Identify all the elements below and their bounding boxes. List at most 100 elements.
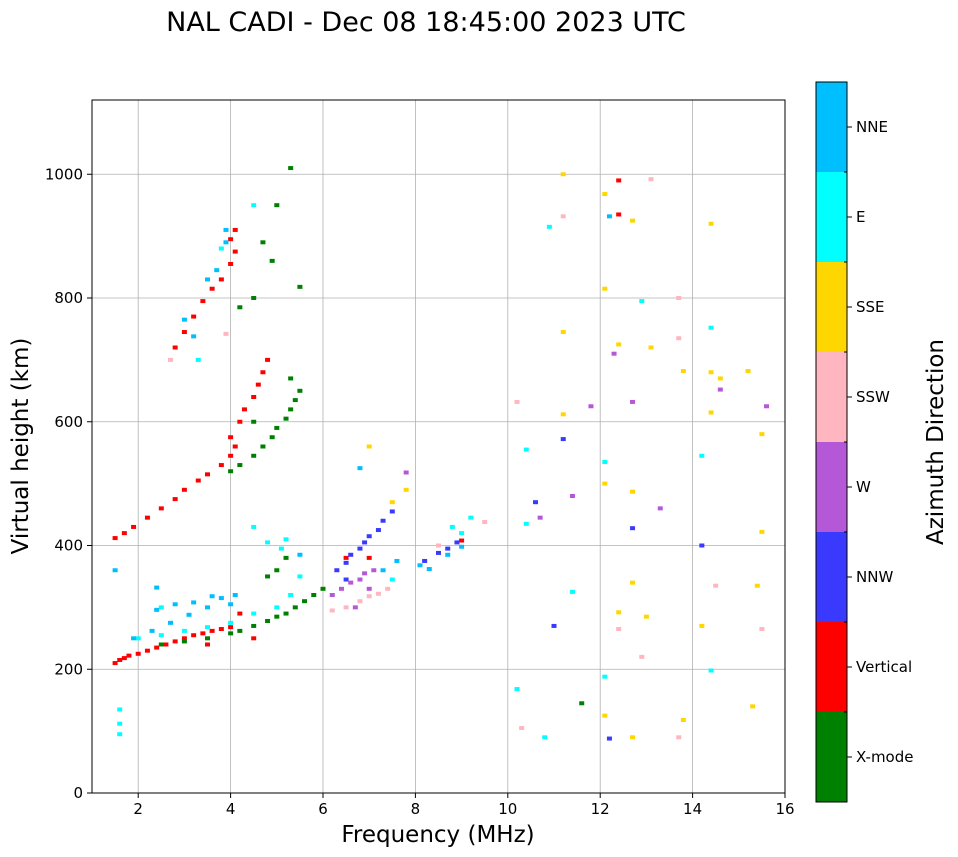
echo-point — [338, 586, 344, 591]
echo-point — [228, 453, 234, 458]
echo-point — [251, 636, 257, 641]
echo-point — [357, 577, 363, 582]
echo-point — [232, 444, 238, 449]
echo-point — [283, 537, 289, 542]
echo-point — [228, 261, 234, 266]
echo-point — [362, 571, 368, 576]
echo-point — [278, 546, 284, 551]
echo-point — [459, 544, 465, 549]
echo-point — [616, 178, 622, 183]
echo-point — [191, 633, 197, 638]
echo-point — [329, 593, 335, 597]
colorbar-segment — [816, 352, 847, 442]
echo-point — [348, 580, 354, 585]
echo-point — [218, 463, 224, 468]
echo-point — [602, 459, 608, 464]
echo-point — [366, 555, 372, 560]
colorbar-tick-label: SSW — [856, 388, 890, 406]
echo-point — [426, 567, 432, 572]
series-x-mode — [158, 166, 585, 706]
echo-point — [708, 370, 714, 375]
echo-point — [648, 177, 654, 182]
echo-point — [251, 395, 257, 399]
series-e — [117, 203, 714, 740]
echo-point — [237, 628, 243, 633]
echo-point — [131, 636, 137, 641]
echo-point — [260, 444, 266, 449]
echo-point — [154, 607, 160, 612]
echo-point — [135, 636, 141, 641]
echo-point — [265, 540, 271, 545]
echo-point — [630, 218, 636, 223]
echo-point — [117, 721, 123, 726]
echo-point — [611, 351, 617, 356]
echo-point — [717, 376, 723, 381]
echo-point — [117, 707, 123, 712]
x-tick-label: 2 — [133, 800, 143, 818]
echo-point — [643, 614, 649, 619]
echo-point — [200, 299, 206, 304]
echo-point — [357, 546, 363, 551]
echo-point — [205, 605, 210, 610]
echo-point — [158, 506, 164, 511]
echo-point — [191, 314, 197, 319]
echo-point — [459, 538, 465, 543]
echo-point — [468, 515, 474, 520]
colorbar-segment — [816, 622, 847, 712]
echo-point — [205, 472, 210, 477]
echo-point — [560, 437, 566, 442]
echo-point — [209, 594, 215, 599]
echo-point — [186, 612, 192, 617]
echo-point — [191, 600, 197, 605]
echo-point — [218, 596, 224, 601]
echo-point — [297, 284, 303, 289]
echo-point — [380, 568, 386, 573]
echo-point — [228, 625, 234, 630]
echo-point — [168, 620, 174, 625]
echo-point — [602, 192, 608, 197]
echo-point — [708, 668, 714, 673]
echo-point — [237, 463, 243, 468]
echo-point — [352, 605, 358, 610]
x-tick-label: 4 — [226, 800, 236, 818]
echo-point — [436, 550, 441, 555]
echo-point — [191, 334, 197, 339]
echo-point — [117, 732, 123, 737]
echo-point — [265, 357, 271, 362]
echo-point — [630, 735, 636, 740]
echo-point — [449, 524, 455, 529]
echo-point — [417, 563, 423, 568]
colorbar-segment — [816, 532, 847, 622]
echo-point — [251, 611, 257, 616]
echo-point — [172, 602, 178, 607]
echo-point — [366, 594, 372, 599]
echo-point — [343, 605, 349, 610]
echo-point — [158, 605, 164, 610]
echo-point — [630, 399, 636, 404]
echo-point — [385, 586, 391, 591]
echo-point — [569, 589, 575, 594]
echo-point — [422, 558, 428, 563]
x-tick-label: 14 — [683, 800, 702, 818]
colorbar-tick-label: E — [856, 208, 865, 226]
echo-point — [172, 497, 178, 502]
echo-point — [288, 593, 294, 597]
echo-point — [283, 416, 289, 421]
echo-point — [606, 736, 612, 741]
echo-point — [149, 628, 155, 633]
echo-point — [144, 515, 150, 520]
series-vertical — [112, 178, 622, 666]
echo-point — [343, 577, 349, 582]
plot-area: 2 4 6 8 10 12 14 16 0 200 400 600 800 1000 — [45, 99, 795, 818]
echo-point — [274, 614, 280, 619]
echo-point — [269, 258, 275, 263]
echo-point — [445, 552, 451, 557]
echo-point — [533, 500, 539, 505]
echo-point — [602, 286, 608, 291]
echo-point — [334, 568, 340, 573]
echo-point — [135, 651, 141, 656]
echo-point — [228, 602, 234, 607]
echo-point — [630, 580, 636, 585]
echo-point — [154, 585, 160, 590]
echo-point — [237, 611, 243, 616]
